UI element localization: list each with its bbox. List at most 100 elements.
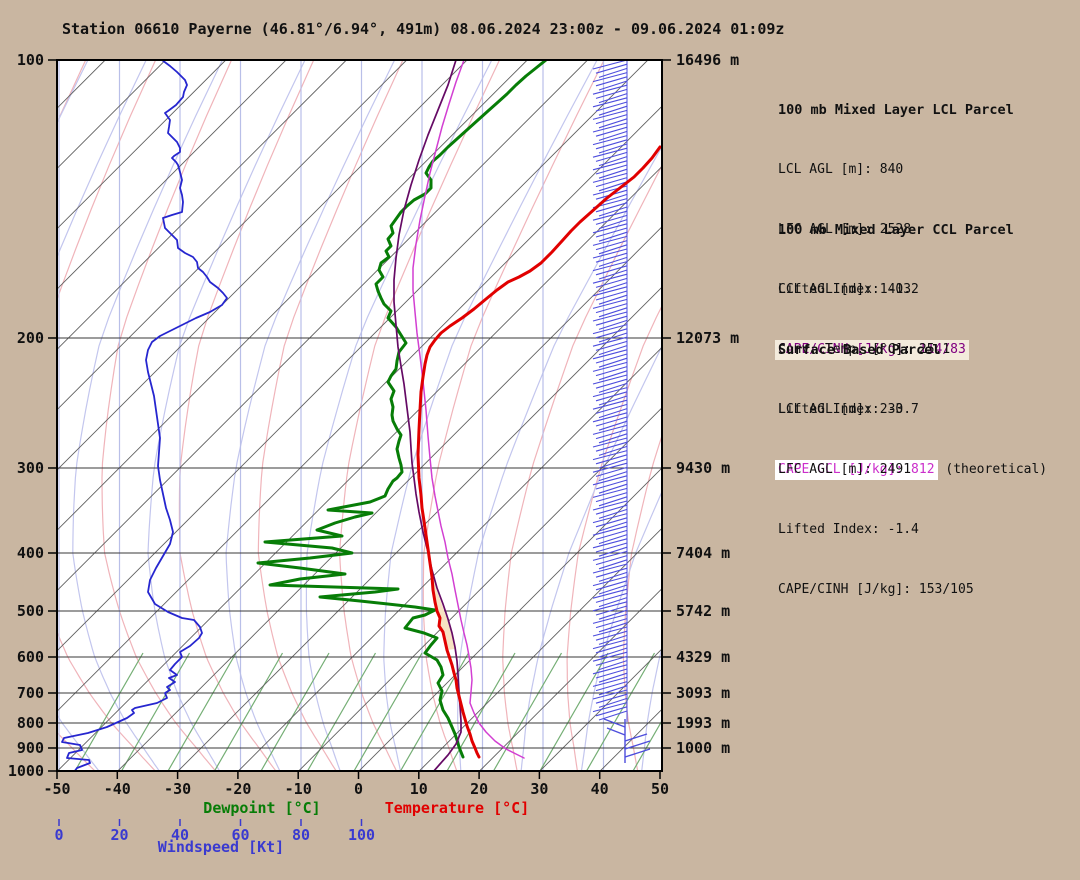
plot-layers: [0, 60, 662, 771]
panel-line: LFC AGL [m]: 2491: [778, 462, 912, 477]
barb-hatch-line: [592, 664, 628, 675]
temperature-tick-label: -20: [224, 780, 251, 798]
dewpoint-curve: [256, 60, 548, 759]
barb-hatch-line: [592, 172, 628, 183]
barb-hatch-line: [595, 517, 628, 528]
altitude-tick-label: 4329 m: [676, 648, 730, 666]
moist-adiabat-line: [101, 60, 233, 771]
barb-hatch-line: [595, 479, 628, 490]
barb-hatch-line: [595, 668, 628, 679]
barb-hatch-line: [598, 521, 628, 532]
barb-hatch-line: [592, 336, 628, 347]
isotherm-diagonal: [57, 60, 227, 230]
barb-hatch-line: [595, 466, 628, 477]
page-title: Station 06610 Payerne (46.81°/6.94°, 491…: [62, 20, 785, 38]
barb-hatch-line: [595, 492, 628, 503]
dry-adiabat-line: [72, 60, 223, 771]
isotherm-diagonal: [57, 60, 649, 652]
barb-hatch-line: [595, 580, 628, 591]
dewpoint-axis-label: Dewpoint [°C]: [203, 799, 320, 817]
barb-hatch-line: [595, 303, 628, 314]
altitude-tick-label: 3093 m: [676, 684, 730, 702]
barb-hatch-line: [595, 164, 628, 175]
barb-hatch-line: [592, 72, 628, 83]
barb-hatch-line: [598, 458, 628, 469]
moist-adiabat-line: [502, 164, 662, 771]
isotherm-diagonal: [418, 527, 662, 771]
mixing-ratio-line: [213, 652, 284, 771]
barb-hatch-line: [592, 651, 628, 662]
windspeed-tick-label: 20: [110, 826, 128, 844]
surface-wind-barb: [624, 733, 648, 742]
barb-hatch-line: [595, 504, 628, 515]
moist-adiabat-line: [0, 60, 7, 771]
temperature-axis-label: Temperature [°C]: [385, 799, 530, 817]
barb-hatch-line: [592, 538, 628, 549]
panel-line: Lifted Index: -1.2: [778, 282, 919, 297]
mixing-ratio-line: [446, 652, 516, 771]
mixing-ratio-line: [120, 652, 191, 771]
barb-hatch-line: [598, 370, 628, 381]
barb-hatch-line: [592, 361, 628, 372]
barb-hatch-line: [595, 655, 628, 666]
barb-hatch-line: [598, 231, 628, 242]
barb-hatch-line: [592, 223, 628, 234]
barb-hatch-line: [592, 97, 628, 108]
barb-hatch-line: [592, 601, 628, 612]
isotherm-diagonal: [238, 346, 662, 771]
temperature-tick-label: 40: [591, 780, 609, 798]
barb-hatch-line: [598, 382, 628, 393]
barb-hatch-line: [598, 559, 628, 570]
moist-adiabat-line: [566, 304, 662, 771]
barb-hatch-line: [598, 168, 628, 179]
barb-hatch-line: [595, 441, 628, 452]
panel-line: Conv. Temp. [°C]: 25.1: [778, 342, 951, 357]
mixing-ratio-line: [585, 652, 656, 771]
altitude-tick-label: 16496 m: [676, 51, 739, 69]
barb-hatch-line: [595, 126, 628, 137]
barb-hatch-line: [598, 433, 628, 444]
barb-hatch-line: [595, 366, 628, 377]
temperature-tick-label: 0: [354, 780, 363, 798]
barb-hatch-line: [598, 496, 628, 507]
barb-hatch-line: [592, 286, 628, 297]
isotherm-diagonal: [57, 60, 588, 592]
isotherm-diagonal: [57, 60, 347, 351]
dry-adiabat-line: [225, 60, 396, 771]
barb-hatch-line: [595, 429, 628, 440]
barb-hatch-line: [598, 282, 628, 293]
temperature-tick-label: 20: [470, 780, 488, 798]
barb-hatch-line: [592, 135, 628, 146]
moist-adiabat-line: [622, 433, 662, 771]
barb-hatch-line: [595, 315, 628, 326]
barb-hatch-line: [595, 529, 628, 540]
barb-hatch-line: [592, 84, 628, 95]
barb-hatch-line: [595, 114, 628, 125]
barb-hatch-line: [592, 626, 628, 637]
panel-line-cape: CAPE CCL [J/kg]: 812 (theoretical): [775, 460, 1078, 480]
surface-wind-barb: [624, 740, 651, 750]
barb-hatch-line: [598, 93, 628, 104]
barb-hatch-line: [595, 454, 628, 465]
barb-hatch-line: [592, 689, 628, 700]
barb-hatch-line: [595, 227, 628, 238]
barb-hatch-line: [598, 685, 628, 696]
barb-hatch-line: [598, 156, 628, 167]
barb-hatch-line: [598, 483, 628, 494]
barb-hatch-line: [598, 584, 628, 595]
barb-hatch-line: [595, 681, 628, 692]
barb-hatch-line: [592, 349, 628, 360]
panel-line: LFC AGL [m]: 2528: [778, 222, 912, 237]
barb-hatch-line: [595, 693, 628, 704]
barb-hatch-line: [598, 408, 628, 419]
isotherm-diagonal: [177, 286, 662, 771]
barb-hatch-line: [595, 139, 628, 150]
barb-hatch-line: [592, 311, 628, 322]
pressure-tick-label: 500: [17, 602, 44, 620]
barb-hatch-line: [598, 395, 628, 406]
mixing-ratio-line: [74, 652, 144, 771]
barb-hatch-line: [592, 462, 628, 473]
ccl-parcel-curve: [412, 60, 525, 759]
barb-hatch-line: [592, 122, 628, 133]
barb-hatch-line: [592, 147, 628, 158]
